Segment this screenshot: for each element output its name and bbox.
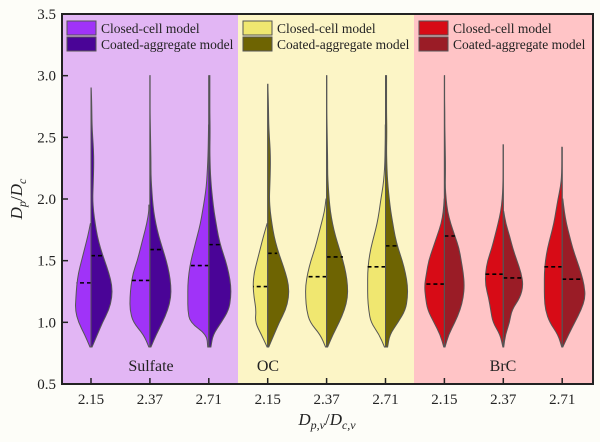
y-tick-label: 3.5 xyxy=(37,7,56,23)
violin-sulfate-2.15-closed xyxy=(75,223,92,348)
legend-swatch-coated xyxy=(66,36,97,52)
x-tick-label: 2.71 xyxy=(549,392,575,408)
violin-oc-2.71-closed xyxy=(367,124,386,348)
violin-brc-2.37-closed xyxy=(484,144,504,348)
x-tick-label: 2.15 xyxy=(78,392,104,408)
y-tick-label: 2.5 xyxy=(37,130,56,146)
violin-oc-2.37-closed xyxy=(305,198,328,348)
y-axis-label: Dp/Dc xyxy=(7,178,29,220)
violin-brc-2.37-coated xyxy=(502,210,524,348)
x-tick-label: 2.15 xyxy=(255,392,281,408)
y-tick-label: 0.5 xyxy=(37,377,56,393)
x-axis-label: Dp,v/Dc,v xyxy=(297,410,356,432)
legend-swatch-closed xyxy=(418,20,449,36)
legend-swatch-closed xyxy=(66,20,97,36)
x-tick-label: 2.15 xyxy=(431,392,457,408)
legend-label-coated: Coated-aggregate model xyxy=(101,37,234,52)
violin-sulfate-2.71-closed xyxy=(187,124,210,348)
group-label: OC xyxy=(257,358,279,375)
violin-sulfate-2.37-closed xyxy=(129,204,151,348)
violin-sulfate-2.71-coated xyxy=(208,75,232,348)
x-tick-label: 2.37 xyxy=(490,392,517,408)
group-label: BrC xyxy=(490,358,517,375)
legend-swatch-coated xyxy=(242,36,273,52)
y-tick-label: 1.5 xyxy=(37,254,56,270)
legend-label-coated: Coated-aggregate model xyxy=(277,37,410,52)
group-label: Sulfate xyxy=(128,358,173,375)
violin-oc-2.15-closed xyxy=(252,223,269,348)
violin-brc-2.15-closed xyxy=(424,198,445,348)
legend-swatch-coated xyxy=(418,36,449,52)
legend-label-coated: Coated-aggregate model xyxy=(453,37,586,52)
violin-oc-2.15-coated xyxy=(267,83,290,348)
violin-brc-2.71-closed xyxy=(543,146,563,348)
x-tick-label: 2.71 xyxy=(196,392,222,408)
x-tick-label: 2.37 xyxy=(313,392,340,408)
legend-label-closed: Closed-cell model xyxy=(277,21,376,36)
violin-oc-2.71-coated xyxy=(385,75,409,348)
violin-sulfate-2.15-coated xyxy=(90,87,113,348)
x-tick-label: 2.37 xyxy=(137,392,164,408)
y-tick-label: 1.0 xyxy=(37,315,56,331)
y-tick-label: 3.0 xyxy=(37,69,56,85)
y-tick-label: 2.0 xyxy=(37,192,56,208)
legend-label-closed: Closed-cell model xyxy=(453,21,552,36)
x-tick-label: 2.71 xyxy=(372,392,398,408)
violin-brc-2.71-coated xyxy=(561,198,586,348)
legend-label-closed: Closed-cell model xyxy=(101,21,200,36)
legend-swatch-closed xyxy=(242,20,273,36)
